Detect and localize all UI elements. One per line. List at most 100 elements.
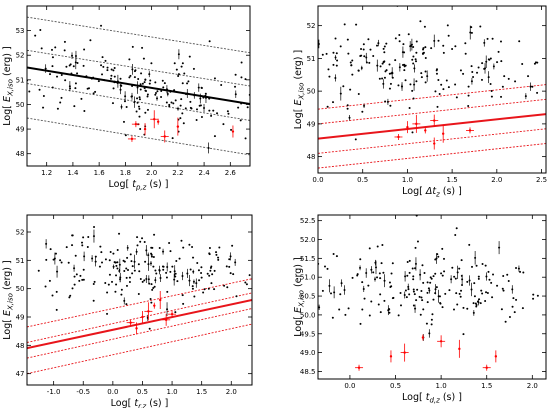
data-point	[388, 63, 391, 66]
data-point	[150, 255, 153, 258]
data-point	[92, 92, 95, 95]
data-point	[92, 299, 95, 302]
data-point	[423, 25, 426, 28]
data-point	[406, 125, 409, 129]
data-point	[404, 289, 407, 292]
data-point	[170, 101, 173, 104]
data-point	[349, 61, 352, 64]
data-point	[135, 110, 138, 113]
data-point	[120, 105, 123, 108]
data-point	[92, 282, 95, 285]
data-point	[169, 270, 172, 273]
data-point	[181, 294, 184, 297]
data-point	[133, 76, 136, 79]
data-point	[182, 122, 185, 125]
y-tick-label: 47	[16, 370, 25, 378]
data-point	[189, 268, 192, 271]
data-point	[448, 289, 451, 292]
data-point	[123, 299, 126, 302]
data-point	[415, 40, 418, 43]
data-point	[235, 295, 238, 298]
data-point	[147, 310, 150, 313]
data-point	[365, 272, 368, 275]
data-point	[357, 92, 360, 95]
data-point	[459, 69, 462, 72]
data-point	[143, 279, 146, 282]
data-point	[244, 137, 247, 140]
data-point	[435, 257, 438, 260]
data-point	[420, 76, 423, 79]
data-point	[420, 72, 423, 75]
data-point	[189, 106, 192, 109]
data-point	[100, 251, 103, 254]
data-point	[497, 50, 500, 53]
data-point	[213, 77, 216, 80]
data-point	[82, 236, 85, 239]
data-point	[439, 301, 442, 304]
data-point	[408, 107, 411, 110]
data-point	[97, 80, 100, 83]
data-point	[111, 102, 114, 105]
y-tick-label: 48.5	[300, 368, 316, 376]
data-point	[212, 109, 215, 112]
data-point	[70, 72, 73, 75]
data-point	[116, 261, 119, 264]
data-point	[265, 81, 267, 83]
data-point	[379, 65, 382, 68]
data-point	[435, 72, 438, 75]
data-point	[107, 283, 110, 286]
x-tick-label: 1.0	[402, 176, 413, 184]
data-point	[136, 86, 139, 89]
data-point	[164, 318, 168, 322]
data-point	[500, 60, 503, 63]
data-point	[254, 60, 256, 62]
data-point	[60, 96, 63, 99]
data-point	[38, 88, 41, 91]
data-point	[470, 31, 473, 34]
data-point	[113, 80, 116, 83]
data-point	[458, 292, 461, 295]
data-point	[359, 322, 362, 325]
data-point	[81, 241, 84, 244]
data-point	[45, 258, 48, 261]
data-point	[514, 80, 517, 83]
data-point	[67, 261, 70, 264]
data-point	[152, 286, 155, 289]
data-point	[203, 107, 206, 110]
data-point	[477, 66, 480, 69]
data-point	[454, 277, 457, 280]
data-point	[409, 45, 412, 48]
data-point	[230, 128, 233, 131]
data-point	[159, 298, 162, 302]
data-point	[434, 288, 437, 291]
data-point	[154, 269, 157, 272]
data-point	[133, 269, 136, 272]
data-point	[534, 61, 537, 64]
data-point	[454, 83, 457, 86]
data-point	[453, 275, 456, 278]
data-point	[487, 76, 490, 79]
data-point	[52, 258, 55, 261]
data-point	[470, 26, 473, 29]
data-point	[430, 318, 433, 321]
data-point	[399, 292, 402, 295]
data-point	[390, 285, 393, 288]
data-point	[169, 90, 172, 93]
data-point	[391, 71, 394, 74]
data-point	[177, 107, 180, 110]
panel-3: -1.0 -0.5 0.0 0.5 1.0 1.5 2.0 47 48 49 50 51 52 Log[ …	[2, 214, 253, 411]
data-point	[363, 297, 366, 300]
data-point	[119, 84, 122, 87]
y-tick-label: 48	[16, 150, 25, 158]
data-point	[116, 267, 119, 270]
data-point	[147, 263, 150, 266]
data-point	[173, 89, 176, 92]
data-point	[131, 265, 134, 268]
data-point	[69, 63, 72, 66]
data-point	[192, 67, 195, 70]
data-point	[143, 81, 146, 84]
data-point	[108, 259, 111, 262]
data-point	[477, 277, 480, 280]
data-point	[226, 110, 229, 113]
data-point	[125, 105, 128, 108]
